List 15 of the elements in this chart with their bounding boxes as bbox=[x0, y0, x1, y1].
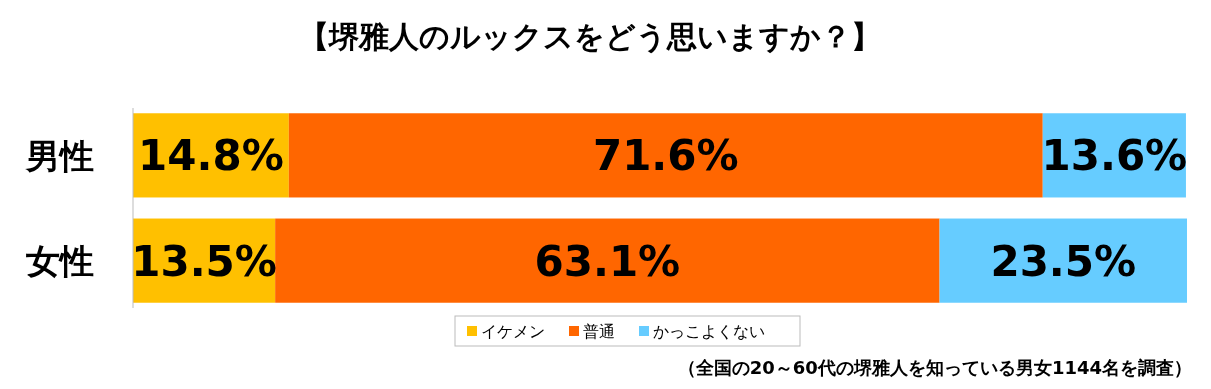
data-label: 63.1% bbox=[534, 236, 681, 286]
chart-title: 【堺雅人のルックスをどう思いますか？】 bbox=[299, 18, 881, 54]
legend-label: イケメン bbox=[481, 321, 545, 341]
text: （全国の20～60代の堺雅人を知っている男女1144名を調査） bbox=[677, 357, 1192, 379]
data-label: 14.8% bbox=[138, 131, 284, 181]
data-label: 13.5% bbox=[131, 236, 277, 286]
legend-label: かっこよくない bbox=[653, 321, 765, 341]
y-tick-label: 女性 bbox=[25, 240, 94, 281]
bar bbox=[288, 113, 1043, 198]
y-tick-label: 男性 bbox=[25, 135, 94, 176]
legend-label: 普通 bbox=[583, 321, 615, 341]
data-label: 13.6% bbox=[1041, 131, 1188, 181]
data-label: 23.5% bbox=[990, 236, 1137, 286]
bar bbox=[275, 218, 940, 303]
data-label: 71.6% bbox=[592, 131, 739, 181]
